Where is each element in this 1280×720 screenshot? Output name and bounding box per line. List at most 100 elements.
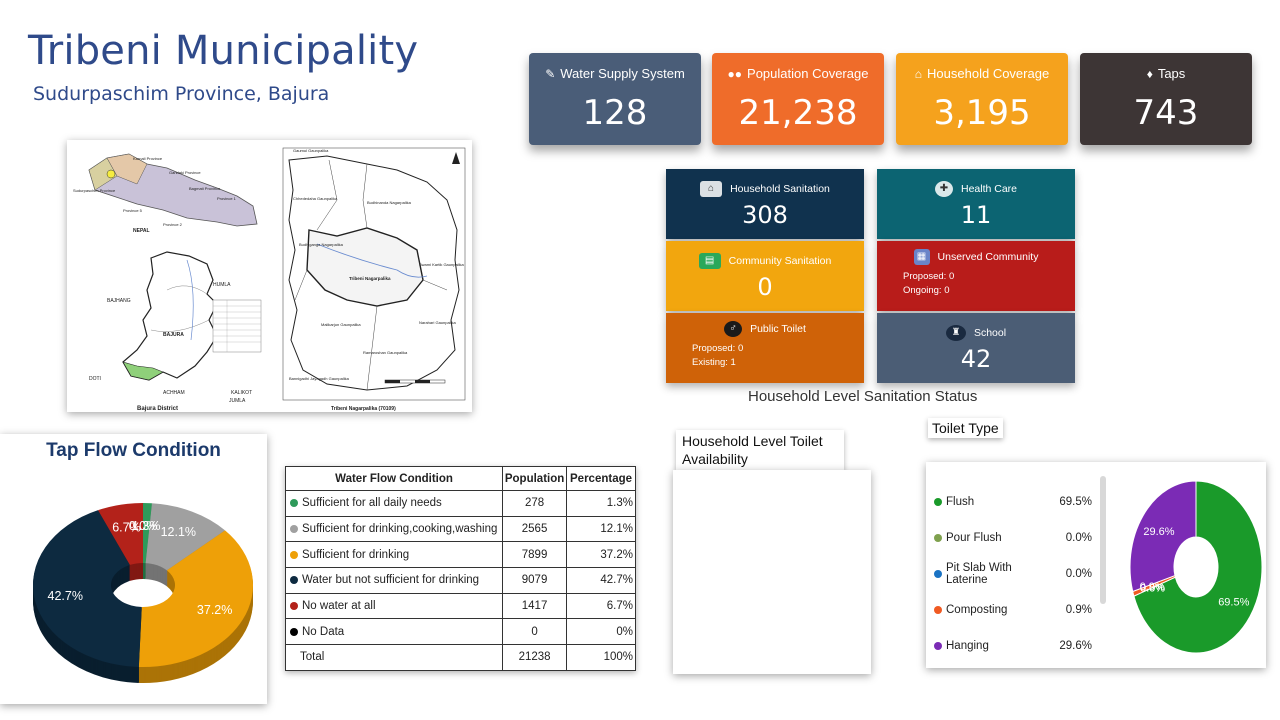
card-line-existing: Existing: 1 (692, 357, 736, 368)
kpi-label: Population Coverage (747, 66, 869, 81)
population-cell: 9079 (502, 567, 568, 594)
community-sanitation-card[interactable]: ▤ Community Sanitation 0 (666, 241, 864, 311)
data-label: 0.0% (1140, 582, 1165, 594)
kpi-population-card[interactable]: ●● Population Coverage 21,238 (712, 53, 884, 145)
legend-value: 69.5% (1059, 496, 1092, 508)
legend-label: Flush (946, 496, 975, 508)
water-flow-table-body: Sufficient for all daily needs 278 1.3% Suf… (284, 490, 636, 671)
table-header-row: Water Flow Condition Population Percenta… (284, 466, 636, 491)
chart-slice[interactable] (98, 503, 143, 565)
population-cell: 2565 (502, 515, 568, 543)
map-label: DOTI (89, 376, 101, 382)
school-icon: ♜ (945, 325, 966, 341)
map-label: Karnali Province (133, 156, 163, 161)
row-label: Sufficient for all daily needs (302, 497, 442, 510)
data-label: 69.5% (1218, 597, 1249, 609)
school-card[interactable]: ♜ School 42 (877, 313, 1075, 383)
legend-dot (290, 550, 298, 559)
bajura-district-outline (122, 251, 218, 381)
map-legend-box (212, 299, 262, 353)
chart-slice[interactable] (138, 530, 254, 667)
map-caption: Bajura District (137, 406, 178, 412)
map-label: BAJHANG (107, 298, 131, 304)
household-sanitation-card[interactable]: ⌂ Household Sanitation 308 (666, 169, 864, 239)
legend-label: Composting (946, 604, 1008, 616)
kpi-household-card[interactable]: ⌂ Household Coverage 3,195 (896, 53, 1068, 145)
kpi-value: 3,195 (933, 93, 1031, 133)
column-header: Population (502, 466, 568, 491)
community-icon: ▤ (698, 253, 721, 269)
legend-dot (934, 570, 942, 578)
card-line-ongoing: Ongoing: 0 (903, 285, 950, 296)
sanitation-caption: Household Level Sanitation Status (748, 388, 978, 405)
percentage-cell: 6.7% (566, 592, 636, 620)
kpi-label: Taps (1157, 66, 1186, 81)
card-label: School (973, 327, 1007, 339)
chart-slice[interactable] (143, 503, 152, 564)
column-header: Percentage (566, 466, 636, 491)
chart-slice[interactable] (32, 510, 142, 667)
legend-label: Pit Slab With Laterine (946, 562, 1012, 586)
map-label: ACHHAM (163, 390, 185, 396)
detail-outer-boundary (288, 155, 460, 391)
health-care-card[interactable]: ✚ Health Care 11 (877, 169, 1075, 239)
card-value: 0 (757, 273, 773, 301)
page-title: Tribeni Municipality (28, 28, 419, 74)
health-icon: ✚ (934, 181, 953, 197)
chart-slice[interactable] (145, 503, 226, 571)
tap-flow-chart: 1.3% 12.1% 37.2% 42.7% 6.7%0.0% (32, 503, 254, 683)
kpi-water-supply-card[interactable]: ✎ Water Supply System 128 (529, 53, 701, 145)
population-cell: 0 (502, 618, 568, 646)
row-label-cell: Sufficient for drinking (284, 541, 504, 569)
toilet-type-legend: Flush 69.5% Pour Flush 0.0% Pit Slab With La… (932, 484, 1092, 664)
legend-scrollbar[interactable] (1100, 476, 1106, 604)
unserved-community-card[interactable]: ▦ Unserved Community Proposed: 0 Ongoing:… (877, 241, 1075, 311)
legend-label: Hanging (946, 640, 989, 652)
map-label: Swami Kartik Gaunpalika (419, 262, 464, 267)
map-label: Ramaroshan Gaunpalika (363, 350, 408, 355)
toilet-availability-chart: 0.0% 100.0% (750, 504, 795, 637)
table-row: Sufficient for all daily needs 278 1.3% (284, 490, 636, 517)
total-population: 21238 (502, 644, 568, 671)
kpi-label: Water Supply System (560, 66, 685, 81)
chart-slice[interactable] (1133, 480, 1263, 654)
card-value: 11 (960, 201, 992, 229)
map-label: Province 2 (163, 222, 183, 227)
kpi-taps-card[interactable]: ♦ Taps 743 (1080, 53, 1252, 145)
map-label: Gaumul Gaunpalika (293, 148, 329, 153)
card-label: Unserved Community (937, 251, 1039, 263)
row-label-cell: Water but not sufficient for drinking (284, 567, 504, 594)
map-label: Bagmati Province (189, 186, 221, 191)
row-label-cell: No water at all (284, 592, 504, 620)
column-header: Water Flow Condition (284, 466, 504, 491)
card-line-proposed: Proposed: 0 (903, 271, 955, 282)
card-label: Public Toilet (750, 323, 806, 335)
tap-icon: ♦ (1146, 66, 1153, 81)
toilet-type-title: Toilet Type (928, 418, 1003, 438)
bajura-location-marker (106, 169, 116, 179)
legend-item[interactable]: Pour Flush 0.0% (932, 520, 1092, 556)
public-toilet-card[interactable]: ♂ Public Toilet Proposed: 0 Existing: 1 (666, 313, 864, 383)
map-label: Budhiganga Nagarpalika (299, 242, 344, 247)
legend-dot (290, 602, 298, 611)
legend-value: 0.0% (1065, 532, 1092, 544)
total-percentage: 100% (566, 644, 636, 671)
legend-value: 0.0% (1065, 568, 1092, 580)
legend-item[interactable]: Pit Slab With Laterine 0.0% (932, 556, 1092, 592)
map-label: Chhededaha Gaunpalika (293, 196, 338, 201)
chart-slice[interactable] (1129, 480, 1197, 593)
population-cell: 278 (502, 490, 568, 517)
data-label: 42.7% (48, 589, 83, 603)
legend-item[interactable]: Hanging 29.6% (932, 628, 1092, 664)
legend-item[interactable]: Flush 69.5% (932, 484, 1092, 520)
data-label: 0.0% (1140, 582, 1165, 594)
map-label: JUMLA (229, 398, 246, 404)
table-row: Sufficient for drinking,cooking,washing 2… (284, 515, 636, 543)
population-cell: 7899 (502, 541, 568, 569)
legend-item[interactable]: Composting 0.9% (932, 592, 1092, 628)
percentage-cell: 1.3% (566, 490, 636, 517)
data-label: 29.6% (1143, 526, 1174, 538)
table-row: No water at all 1417 6.7% (284, 592, 636, 620)
map-label: Province 5 (123, 208, 143, 213)
data-label: 0.0% (757, 504, 787, 519)
